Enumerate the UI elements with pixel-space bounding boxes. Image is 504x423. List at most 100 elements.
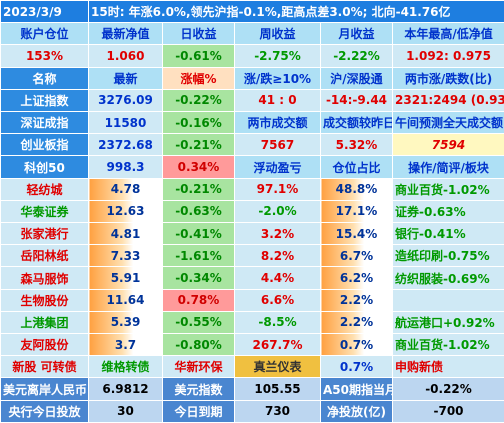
table-cell: -0.80% (162, 333, 235, 357)
table-cell: 最新净值 (88, 22, 163, 46)
table-cell: A50期指当月 (320, 377, 393, 401)
table-cell: 上证指数 (0, 88, 89, 113)
table-cell: 6.6% (234, 288, 321, 312)
table-cell: 两市涨/跌数(比) (391, 66, 504, 90)
table-row: 森马服饰 5.91 -0.34% 4.4% 6.2% 纺织服装-0.69% (0, 266, 504, 290)
table-cell: 银行-0.41% (391, 222, 504, 246)
table-cell: -0.34% (162, 266, 235, 290)
table-cell: 0.7% (320, 333, 393, 357)
table-cell: 轻纺城 (0, 177, 89, 201)
table-cell (391, 288, 504, 312)
table-cell: 6.9812 (88, 377, 163, 401)
table-cell: -0.63% (162, 199, 235, 224)
table-cell: 森马服饰 (0, 266, 89, 290)
table-cell: 央行今日投放 (0, 399, 89, 423)
table-cell: 998.3 (88, 155, 163, 179)
table-cell: -0.21% (162, 133, 235, 157)
table-cell: 纺织服装-0.69% (391, 266, 504, 290)
table-row: 岳阳林纸 7.33 -1.61% 8.2% 6.7% 造纸印刷-0.75% (0, 244, 504, 268)
table-row: 名称 最新 涨幅% 涨/跌≥10% 沪/深股通 两市涨/跌数(比) (0, 66, 504, 90)
table-cell: 1.092: 0.975 (391, 44, 504, 68)
table-cell: 0.34% (162, 155, 235, 179)
table-cell: -8.5% (234, 310, 321, 335)
table-row: 张家港行 4.81 -0.41% 3.2% 15.4% 银行-0.41% (0, 222, 504, 246)
table-cell: 新股 可转债 (0, 355, 89, 379)
table-cell: -0.21% (162, 177, 235, 201)
table-cell: 航运港口+0.92% (391, 310, 504, 335)
table-cell: 2.2% (320, 310, 393, 335)
table-cell: 1.060 (88, 44, 163, 68)
table-cell: 0.78% (162, 288, 235, 312)
table-cell: 深证成指 (0, 111, 89, 135)
table-cell: 今日到期 (162, 399, 235, 423)
table-cell: 3.2% (234, 222, 321, 246)
table-cell: -14:-9.44 (320, 88, 393, 113)
table-cell: 0.7% (320, 355, 393, 379)
table-cell: 7594 (391, 133, 504, 157)
table-cell: 维格转债 (88, 355, 163, 379)
table-row: 生物股份 11.64 0.78% 6.6% 2.2% (0, 288, 504, 312)
table-cell: 两市成交额 (234, 111, 321, 135)
table-row: 上港集团 5.39 -0.55% -8.5% 2.2% 航运港口+0.92% (0, 310, 504, 335)
table-cell: 730 (234, 399, 321, 423)
table-cell: 美元指数 (162, 377, 235, 401)
table-cell: 5.32% (320, 133, 393, 157)
table-cell: 岳阳林纸 (0, 244, 89, 268)
table-cell: 仓位占比 (320, 155, 393, 179)
table-cell: -2.22% (320, 44, 393, 68)
table-cell: 账户仓位 (0, 22, 89, 46)
table-cell: 造纸印刷-0.75% (391, 244, 504, 268)
table-cell: 15时: 年涨6.0%,领先沪指-0.1%,距高点差3.0%; 北向-41.76… (87, 0, 504, 24)
table-cell: 沪/深股通 (320, 66, 393, 90)
table-cell: -0.16% (162, 111, 235, 135)
table-cell: 6.2% (320, 266, 393, 290)
table-cell: 商业百货-1.02% (391, 333, 504, 357)
table-cell: 2.2% (320, 288, 393, 312)
table-cell: -1.61% (162, 244, 235, 268)
table-row: 账户仓位 最新净值 日收益 周收益 月收益 本年最高/低净值 (0, 22, 504, 46)
table-cell: 7567 (234, 133, 321, 157)
table-row: 新股 可转债 维格转债 华新环保 真兰仪表 0.7% 申购新债 (0, 355, 504, 379)
table-row: 轻纺城 4.78 -0.21% 97.1% 48.8% 商业百货-1.02% (0, 177, 504, 201)
table-cell: 41 : 0 (234, 88, 321, 113)
table-cell: 华泰证券 (0, 199, 89, 224)
table-cell: -700 (391, 399, 504, 423)
table-cell: 12.63 (88, 199, 163, 224)
table-cell: 11.64 (88, 288, 163, 312)
table-cell: 97.1% (234, 177, 321, 201)
table-row: 央行今日投放 30 今日到期 730 净投放(亿) -700 (0, 399, 504, 423)
table-cell: 创业板指 (0, 133, 89, 157)
table-cell: 2023/3/9 (0, 0, 89, 24)
table-row: 2023/3/9 15时: 年涨6.0%,领先沪指-0.1%,距高点差3.0%; … (0, 0, 504, 24)
table-cell: 7.33 (88, 244, 163, 268)
table-cell: 17.1% (320, 199, 393, 224)
table-cell: 真兰仪表 (234, 355, 321, 379)
table-cell: 月收益 (320, 22, 393, 46)
table-cell: 5.91 (88, 266, 163, 290)
table-row: 华泰证券 12.63 -0.63% -2.0% 17.1% 证券-0.63% (0, 199, 504, 224)
table-row: 153% 1.060 -0.61% -2.75% -2.22% 1.092: 0.975 (0, 44, 504, 68)
table-cell: 午间预测全天成交额 (391, 111, 504, 135)
table-cell: 4.4% (234, 266, 321, 290)
table-cell: 48.8% (320, 177, 393, 201)
table-cell: -0.55% (162, 310, 235, 335)
table-cell: 15.4% (320, 222, 393, 246)
table-cell: 浮动盈亏 (234, 155, 321, 179)
table-cell: 本年最高/低净值 (391, 22, 504, 46)
table-cell: 4.78 (88, 177, 163, 201)
table-cell: -0.61% (162, 44, 235, 68)
table-cell: 5.39 (88, 310, 163, 335)
table-cell: 华新环保 (162, 355, 235, 379)
table-cell: 友阿股份 (0, 333, 89, 357)
table-cell: 成交额较昨日 (320, 111, 393, 135)
table-cell: 6.7% (320, 244, 393, 268)
table-row: 创业板指 2372.68 -0.21% 7567 5.32% 7594 (0, 133, 504, 157)
table-cell: 3276.09 (88, 88, 163, 113)
table-cell: 4.81 (88, 222, 163, 246)
table-row: 友阿股份 3.7 -0.80% 267.7% 0.7% 商业百货-1.02% (0, 333, 504, 357)
table-row: 上证指数 3276.09 -0.22% 41 : 0 -14:-9.44 2321:249… (0, 88, 504, 113)
table-cell: 153% (0, 44, 89, 68)
table-cell: 11580 (88, 111, 163, 135)
table-cell: 105.55 (234, 377, 321, 401)
